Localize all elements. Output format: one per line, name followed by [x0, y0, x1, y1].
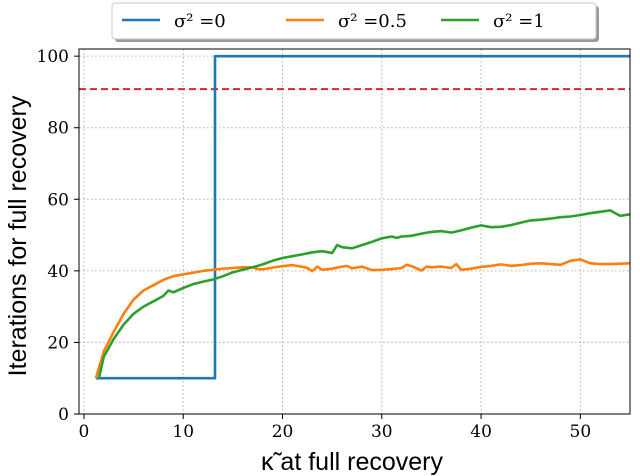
y-tick-label: 20	[47, 333, 69, 353]
series-line-2	[94, 258, 631, 379]
legend-label-1: σ² =0	[174, 11, 226, 32]
x-tick-label: 0	[79, 422, 90, 442]
tick-layer: 0 10 20 30 40 50 0 20 40 60 80 100	[37, 47, 592, 442]
legend-label-3: σ² =1	[493, 11, 545, 32]
y-tick-label: 100	[37, 47, 69, 67]
y-tick-label: 40	[47, 262, 69, 282]
y-tick-label: 60	[47, 190, 69, 210]
y-tick-label: 80	[47, 119, 69, 139]
legend: σ² =0 σ² =0.5 σ² =1	[111, 2, 599, 42]
x-tick-label: 30	[371, 422, 393, 442]
legend-box	[111, 2, 597, 40]
x-tick-label: 20	[272, 422, 294, 442]
grid	[79, 49, 630, 415]
x-tick-label: 50	[570, 422, 592, 442]
legend-items: σ² =0 σ² =0.5 σ² =1	[122, 11, 545, 32]
y-tick-label: 0	[58, 405, 69, 425]
x-axis-title: κ̃ at full recovery	[261, 448, 444, 476]
x-tick-label: 40	[470, 422, 492, 442]
legend-label-2: σ² =0.5	[338, 11, 407, 32]
series-line-1	[95, 54, 630, 380]
y-axis-title: Iterations for full recovery	[4, 95, 32, 376]
plot-frame	[78, 48, 631, 415]
series-line-3	[97, 209, 631, 379]
series-layer	[94, 54, 631, 380]
x-tick-label: 10	[172, 422, 194, 442]
